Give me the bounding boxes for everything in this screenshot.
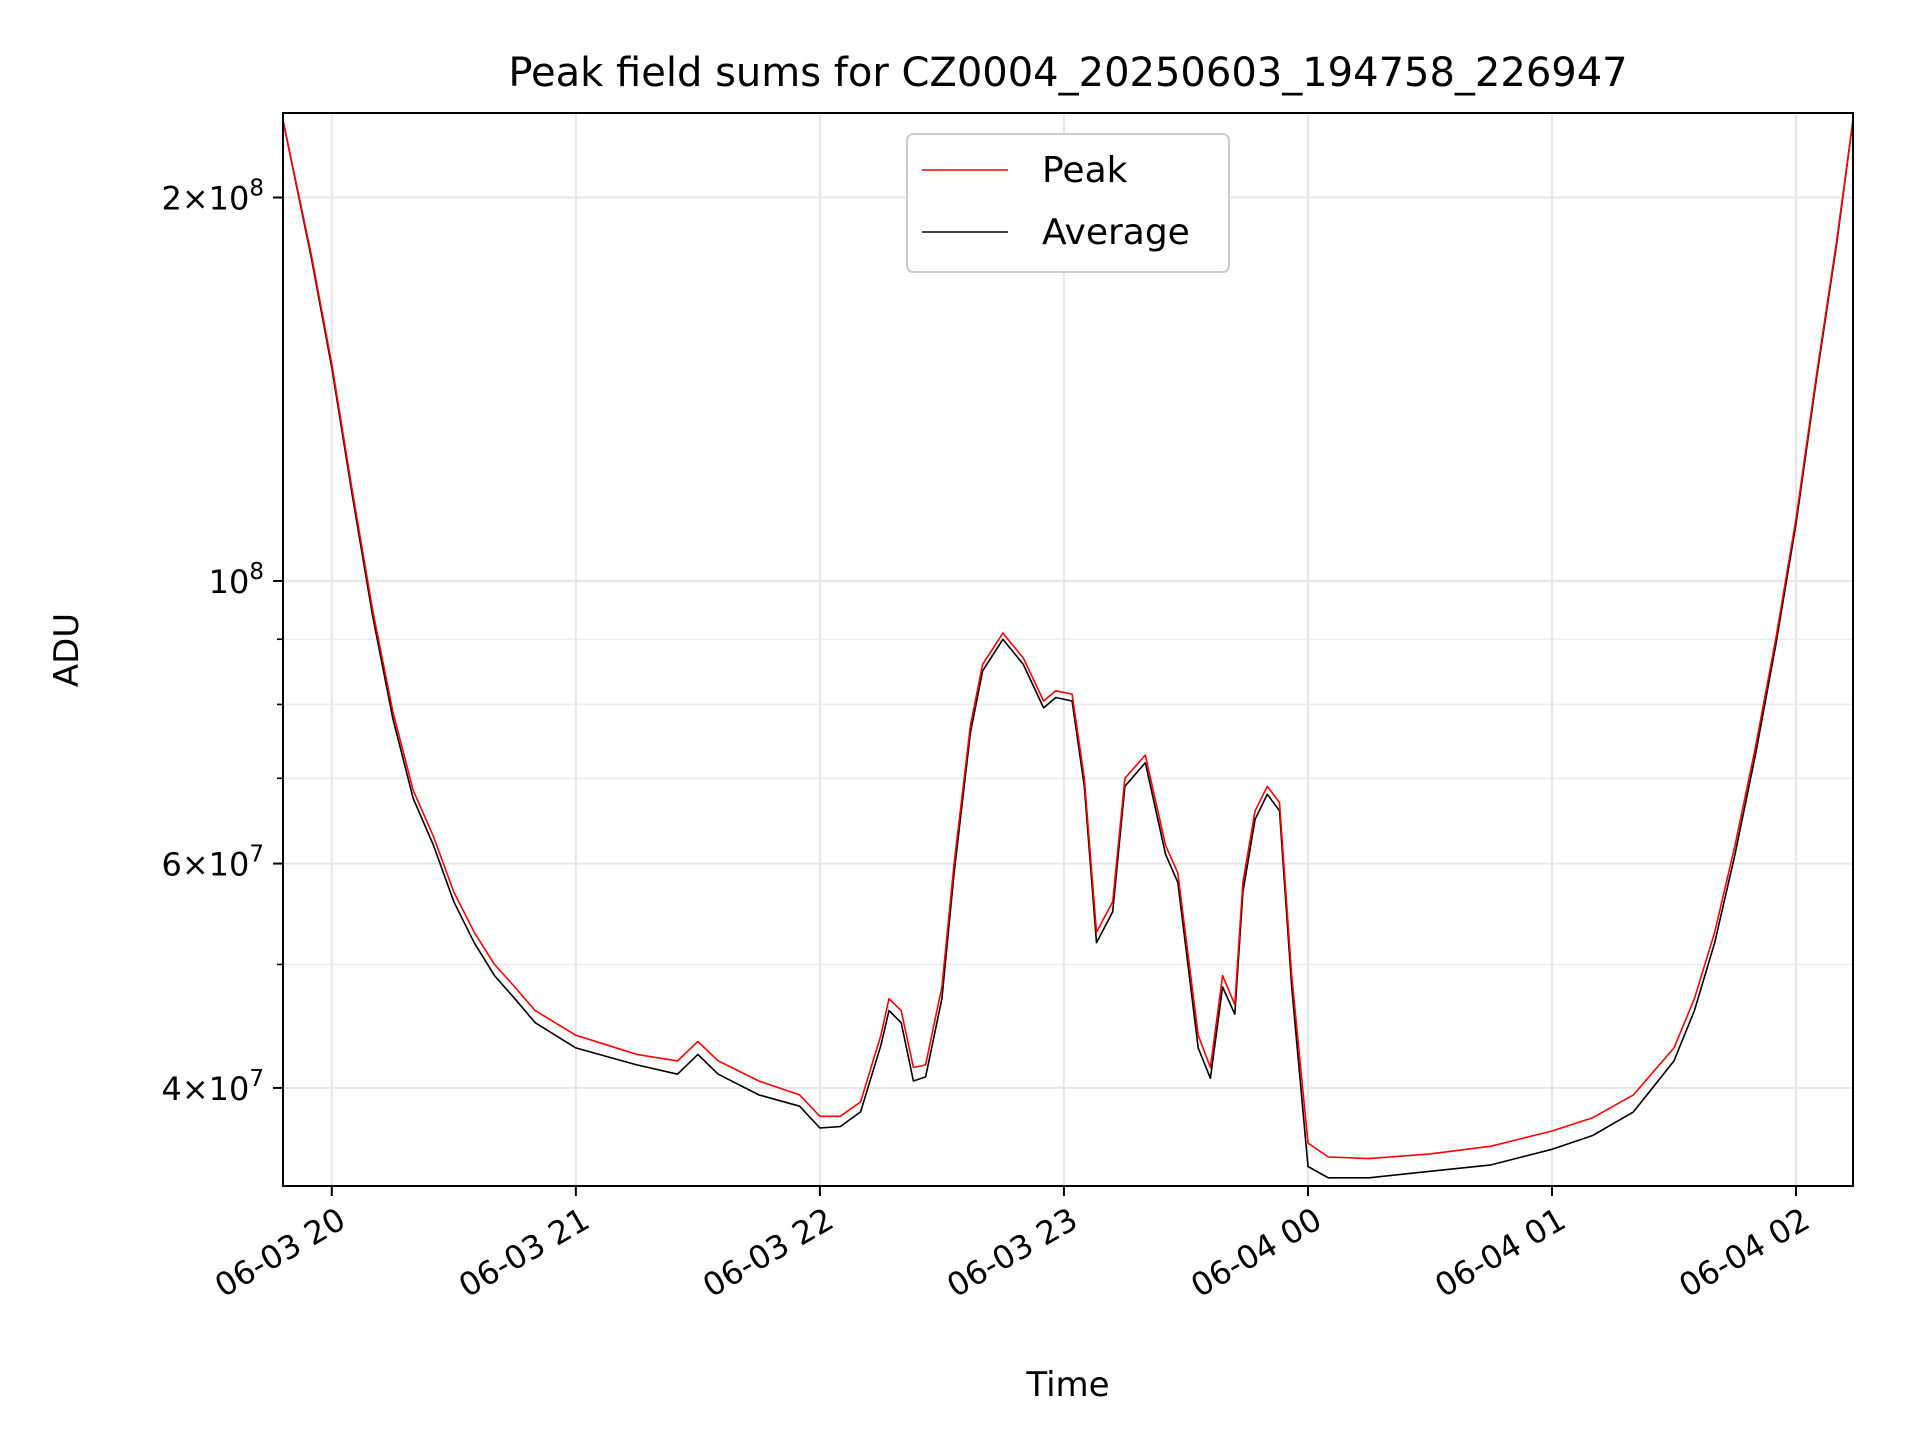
grid xyxy=(283,113,1853,1186)
chart-title: Peak field sums for CZ0004_20250603_1947… xyxy=(508,50,1627,96)
y-tick-label: 6×107 xyxy=(161,842,264,884)
legend-label-peak: Peak xyxy=(1042,150,1128,191)
legend: Peak Average xyxy=(906,133,1230,273)
y-tick-label: 108 xyxy=(209,559,264,601)
y-axis-label: ADU xyxy=(47,613,87,687)
y-tick-label: 4×107 xyxy=(161,1066,264,1108)
series-line-peak xyxy=(282,120,1854,1160)
y-tick-label: 2×108 xyxy=(161,175,264,217)
plot-frame xyxy=(282,112,1854,1187)
legend-label-average: Average xyxy=(1042,212,1190,253)
plot-lines xyxy=(282,120,1854,1179)
legend-frame xyxy=(906,133,1230,273)
y-axis: 2×108 108 6×107 4×107 xyxy=(161,175,283,1108)
x-axis-label: Time xyxy=(1025,1365,1109,1405)
series-line-average xyxy=(282,120,1854,1179)
